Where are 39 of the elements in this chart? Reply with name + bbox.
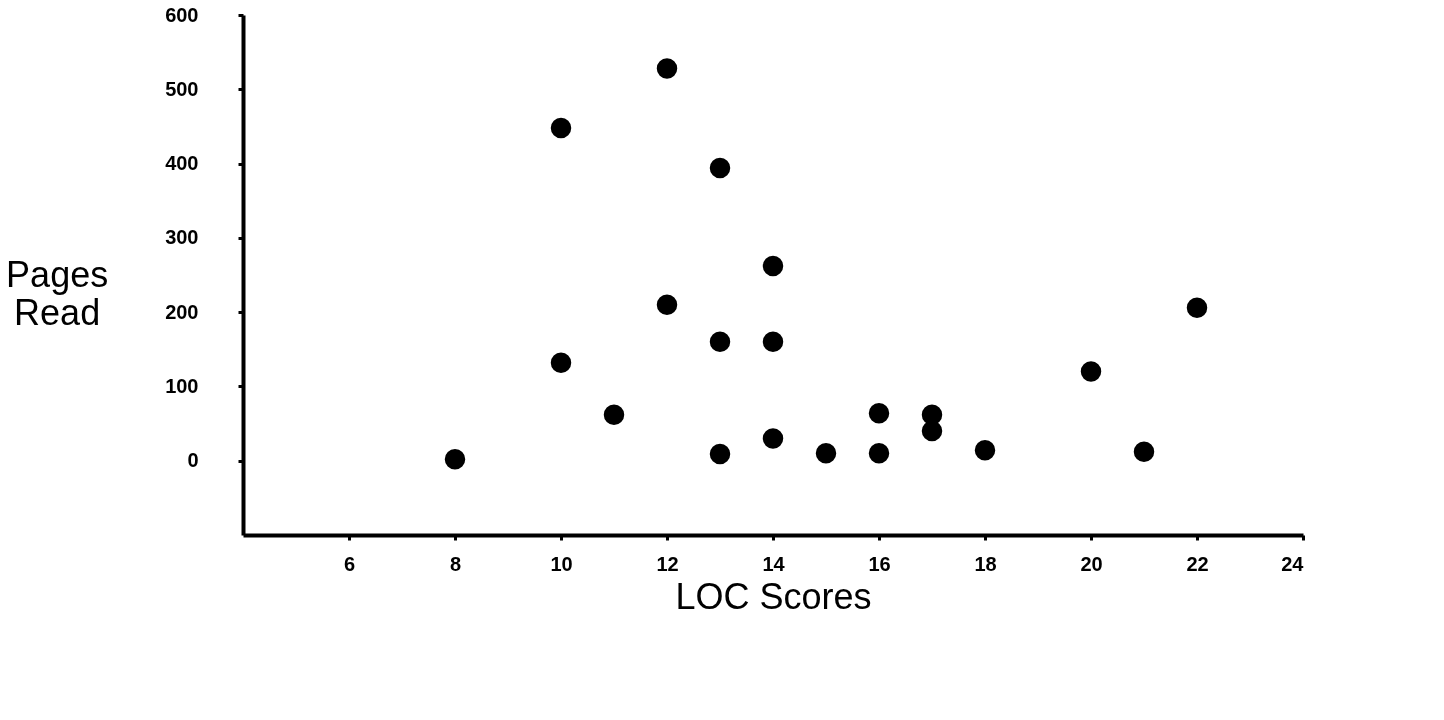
y-tick-label: 200 — [165, 300, 199, 323]
x-tick-label: 10 — [550, 552, 573, 575]
y-tick-label: 300 — [165, 226, 199, 249]
y-axis-title: Pages Read — [6, 253, 109, 333]
y-tick-label: 500 — [165, 77, 199, 100]
x-tick-label: 12 — [656, 552, 679, 575]
point — [815, 443, 837, 464]
point — [921, 420, 943, 442]
y-tick-label: 600 — [165, 3, 199, 26]
x-tick-label: 20 — [1080, 552, 1103, 575]
point — [444, 449, 466, 470]
x-tick-label: 22 — [1186, 552, 1209, 575]
point — [762, 331, 784, 353]
point — [709, 443, 731, 465]
x-tick-label: 16 — [868, 552, 891, 575]
x-axis-title: LOC Scores — [675, 575, 872, 617]
point — [974, 440, 996, 461]
x-tick-label: 14 — [762, 552, 786, 575]
point — [868, 443, 890, 464]
point — [656, 294, 678, 315]
x-tick-label: 18 — [974, 552, 997, 575]
x-tick-label: 24 — [1281, 552, 1305, 575]
point — [1080, 361, 1102, 382]
y-tick-label: 0 — [187, 449, 199, 472]
point — [868, 402, 890, 424]
point — [762, 255, 784, 277]
point — [550, 352, 572, 373]
point — [1133, 441, 1155, 463]
point — [709, 331, 731, 353]
y-tick-label: 100 — [165, 374, 199, 397]
point — [1186, 297, 1208, 318]
point — [603, 404, 625, 425]
point — [709, 157, 731, 179]
point — [656, 58, 678, 79]
point — [762, 428, 784, 449]
x-tick-label: 8 — [449, 552, 462, 575]
x-tick-label: 6 — [343, 552, 356, 575]
point — [550, 117, 572, 139]
y-tick-label: 400 — [165, 152, 199, 175]
